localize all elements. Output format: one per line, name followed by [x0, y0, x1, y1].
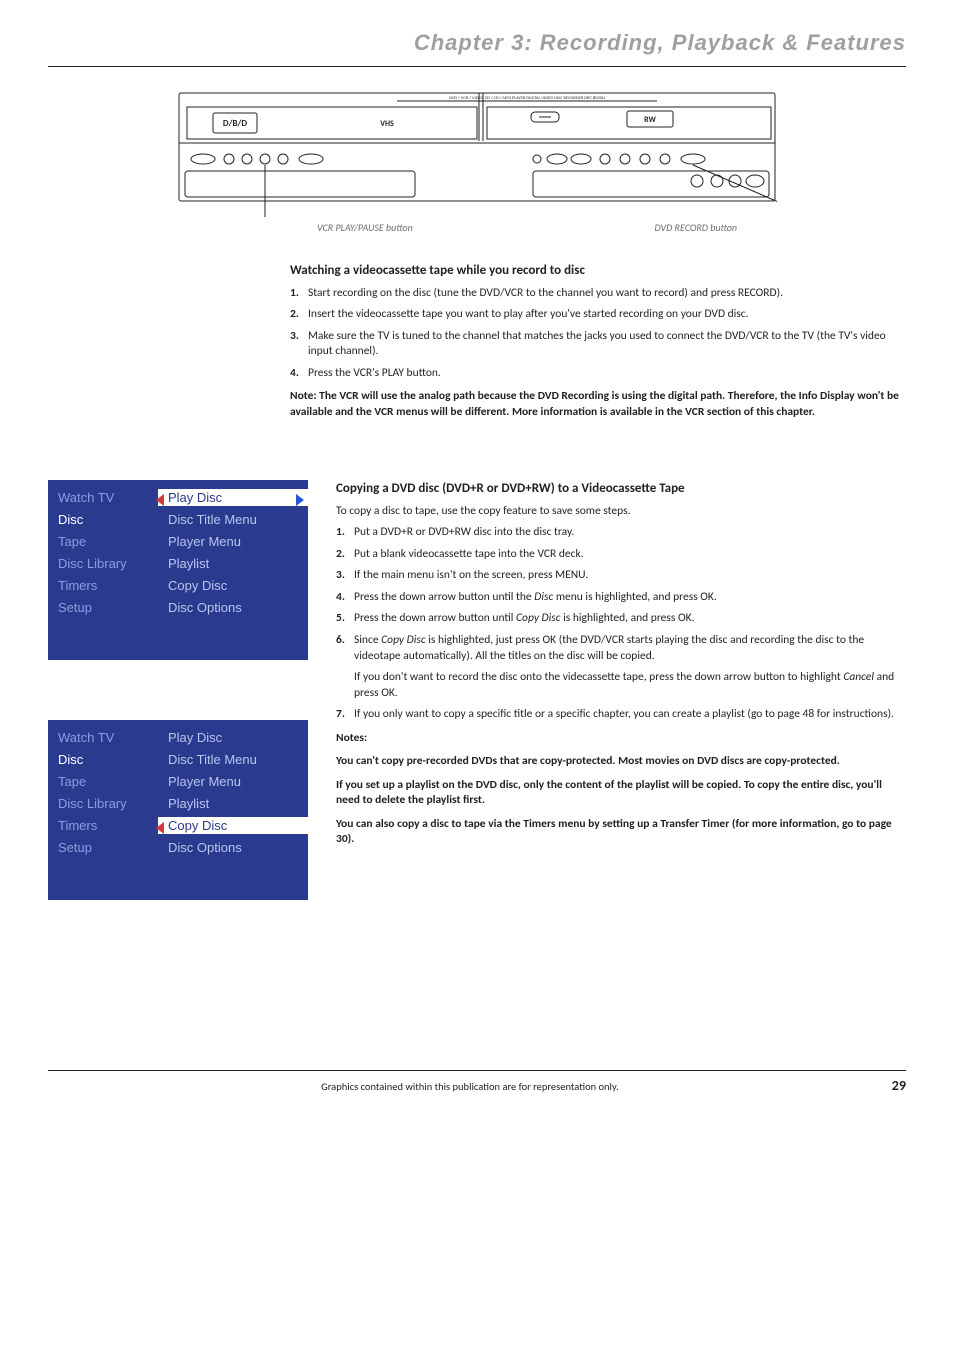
section1-steps: 1.Start recording on the disc (tune the …: [290, 286, 910, 382]
section2-steps: 1.Put a DVD+R or DVD+RW disc into the di…: [336, 525, 906, 664]
step-text: Since Copy Disc is highlighted, just pre…: [354, 633, 906, 664]
arrow-left-icon: [156, 494, 164, 506]
step-num: 5.: [336, 611, 354, 627]
footer-text: Graphics contained within this publicati…: [321, 1080, 619, 1094]
menu-left-item: Disc Library: [48, 795, 158, 813]
menu-panel-2: Watch TVPlay DiscDiscDisc Title MenuTape…: [48, 720, 308, 900]
section-watching: Watching a videocassette tape while you …: [290, 262, 910, 420]
menu-right-item: Disc Options: [158, 599, 308, 617]
menu-right-item: Disc Title Menu: [158, 511, 308, 529]
section2-intro: To copy a disc to tape, use the copy fea…: [336, 504, 906, 520]
menu-right-item: Player Menu: [158, 533, 308, 551]
page-number: 29: [892, 1077, 906, 1096]
menu-right-item: Playlist: [158, 555, 308, 573]
logo-dbd: D/B/D: [223, 118, 247, 129]
menu-left-item: Watch TV: [48, 729, 158, 747]
menu-right-item: Play Disc: [158, 729, 308, 747]
step-num: 3.: [336, 568, 354, 584]
step-text: If the main menu isn't on the screen, pr…: [354, 568, 588, 584]
note2: If you set up a playlist on the DVD disc…: [336, 778, 906, 809]
note1: You can't copy pre-recorded DVDs that ar…: [336, 754, 906, 770]
menu-left-item: Tape: [48, 773, 158, 791]
device-illustration: DVD / VCR / VIDEO CD / CD / MP3 PLAYER D…: [177, 87, 777, 217]
step-text: Press the VCR's PLAY button.: [308, 366, 441, 382]
step-num: 6.: [336, 633, 354, 664]
badge-rw: RW: [644, 115, 656, 125]
step-num: 2.: [336, 547, 354, 563]
step-text: Put a blank videocassette tape into the …: [354, 547, 584, 563]
menu-left-item: Timers: [48, 817, 158, 835]
dvd-caption: DVD RECORD button: [654, 221, 737, 235]
menu-right-item: Disc Title Menu: [158, 751, 308, 769]
section1-title: Watching a videocassette tape while you …: [290, 262, 910, 280]
after-step6: If you don't want to record the disc ont…: [354, 670, 906, 701]
menu-left-item: Disc Library: [48, 555, 158, 573]
section2-step7: 7.If you only want to copy a specific ti…: [336, 707, 906, 723]
step-text: Make sure the TV is tuned to the channel…: [308, 329, 910, 360]
notes-head: Notes:: [336, 731, 906, 747]
step-num: 3.: [290, 329, 308, 360]
step-text: Insert the videocassette tape you want t…: [308, 307, 749, 323]
step-text: Put a DVD+R or DVD+RW disc into the disc…: [354, 525, 574, 541]
arrow-right-icon: [296, 494, 304, 506]
section2-title: Copying a DVD disc (DVD+R or DVD+RW) to …: [336, 480, 906, 498]
step-text: If you only want to copy a specific titl…: [354, 707, 894, 723]
menu-right-item: Player Menu: [158, 773, 308, 791]
menu-right-item: Playlist: [158, 795, 308, 813]
step-text: Press the down arrow button until the Di…: [354, 590, 717, 606]
menu-left-item: Watch TV: [48, 489, 158, 507]
menu-right-item: Play Disc: [158, 489, 308, 507]
menu-panel-1: Watch TVPlay DiscDiscDisc Title MenuTape…: [48, 480, 308, 660]
menu-right-item: Disc Options: [158, 839, 308, 857]
section1-note: Note: The VCR will use the analog path b…: [290, 389, 910, 420]
menu-left-item: Disc: [48, 751, 158, 769]
device-figure: DVD / VCR / VIDEO CD / CD / MP3 PLAYER D…: [177, 87, 777, 235]
page-footer: Graphics contained within this publicati…: [48, 1070, 906, 1096]
chapter-title: Chapter 3: Recording, Playback & Feature…: [48, 28, 906, 58]
menu-left-item: Setup: [48, 599, 158, 617]
section-copying: Copying a DVD disc (DVD+R or DVD+RW) to …: [336, 480, 906, 900]
arrow-left-icon: [156, 822, 164, 834]
step-num: 4.: [336, 590, 354, 606]
chapter-header: Chapter 3: Recording, Playback & Feature…: [48, 28, 906, 67]
menu-right-item: Copy Disc: [158, 817, 308, 835]
step-text: Start recording on the disc (tune the DV…: [308, 286, 783, 302]
vcr-caption: VCR PLAY/PAUSE button: [317, 221, 413, 235]
menu-right-item: Copy Disc: [158, 577, 308, 595]
step-num: 2.: [290, 307, 308, 323]
menu-left-item: Disc: [48, 511, 158, 529]
note3: You can also copy a disc to tape via the…: [336, 817, 906, 848]
txt: If you don't want to record the disc ont…: [354, 670, 843, 684]
step-num: 4.: [290, 366, 308, 382]
step-num: 1.: [290, 286, 308, 302]
menu-left-item: Tape: [48, 533, 158, 551]
logo-vhs: VHS: [380, 119, 394, 129]
step-text: Press the down arrow button until Copy D…: [354, 611, 695, 627]
step-num: 1.: [336, 525, 354, 541]
em: Cancel: [843, 670, 874, 684]
step-num: 7.: [336, 707, 354, 723]
menu-left-item: Timers: [48, 577, 158, 595]
device-top-text: DVD / VCR / VIDEO CD / CD / MP3 PLAYER D…: [449, 96, 605, 101]
menu-left-item: Setup: [48, 839, 158, 857]
